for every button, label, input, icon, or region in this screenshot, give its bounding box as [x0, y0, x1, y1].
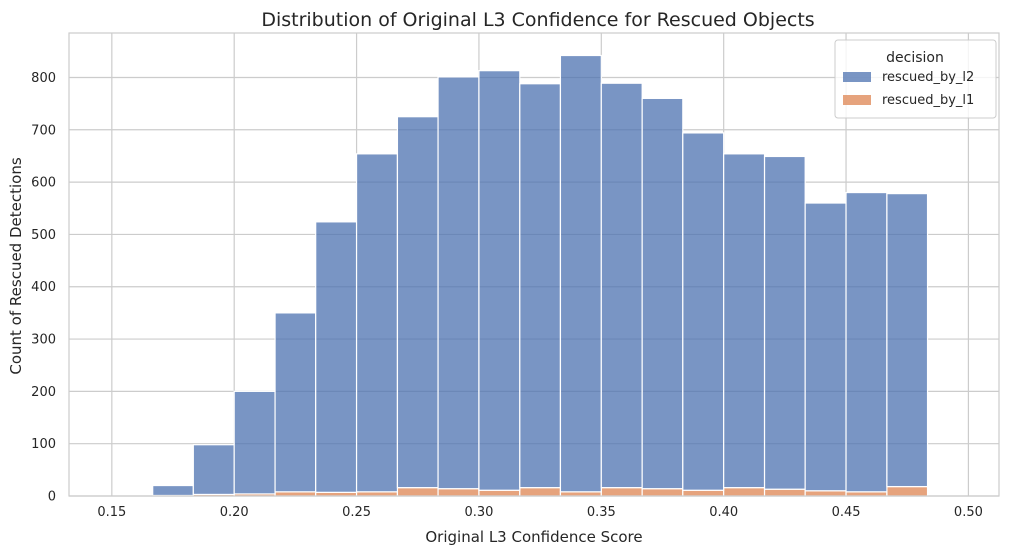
- bar-rescued-by-l2: [723, 153, 766, 489]
- bar-rescued-by-l1: [519, 487, 562, 497]
- bar-rescued-by-l2: [600, 82, 643, 489]
- bar-rescued-by-l2: [396, 116, 439, 489]
- bars: [152, 54, 929, 497]
- bar-rescued-by-l1: [274, 491, 317, 497]
- bar-rescued-by-l1: [559, 491, 602, 497]
- y-tick-label: 700: [31, 123, 56, 138]
- bar-rescued-by-l1: [641, 488, 684, 497]
- bar-rescued-by-l1: [478, 489, 521, 497]
- bar-rescued-by-l1: [682, 489, 725, 497]
- bar-rescued-by-l1: [396, 487, 439, 497]
- bar-rescued-by-l2: [355, 153, 399, 493]
- bar-rescued-by-l2: [152, 484, 194, 497]
- x-tick-label: 0.25: [342, 505, 371, 520]
- bar-rescued-by-l2: [559, 54, 602, 493]
- legend-entry-rescued-by-l2: rescued_by_l2: [882, 70, 974, 85]
- bar-rescued-by-l2: [519, 83, 562, 489]
- y-tick-labels: 0 100 200 300 400 500 600 700 800: [31, 71, 56, 505]
- y-tick-label: 300: [31, 333, 56, 348]
- bar-rescued-by-l2: [886, 193, 929, 488]
- y-tick-label: 600: [31, 176, 56, 191]
- bar-rescued-by-l1: [437, 488, 480, 497]
- y-axis-label: Count of Rescued Detections: [7, 157, 25, 374]
- bar-rescued-by-l2: [315, 221, 358, 493]
- y-tick-label: 0: [48, 490, 56, 505]
- bar-rescued-by-l2: [804, 202, 847, 492]
- bar-rescued-by-l2: [437, 76, 480, 490]
- y-tick-label: 400: [31, 280, 56, 295]
- x-tick-label: 0.35: [587, 505, 616, 520]
- y-tick-label: 800: [31, 71, 56, 86]
- y-tick-label: 200: [31, 385, 56, 400]
- bar-rescued-by-l2: [233, 390, 276, 495]
- bar-rescued-by-l1: [763, 488, 806, 497]
- bar-rescued-by-l2: [763, 155, 806, 490]
- x-tick-label: 0.15: [97, 505, 126, 520]
- bar-rescued-by-l1: [804, 490, 847, 497]
- y-tick-label: 500: [31, 228, 56, 243]
- legend-entry-rescued-by-l1: rescued_by_l1: [882, 93, 974, 108]
- legend-swatch-rescued-by-l2: [843, 72, 871, 82]
- legend-frame: [834, 39, 997, 119]
- bar-rescued-by-l1: [845, 491, 888, 497]
- bar-rescued-by-l1: [723, 487, 766, 497]
- bar-rescued-by-l1: [886, 485, 929, 497]
- bar-rescued-by-l2: [641, 97, 684, 490]
- bar-rescued-by-l1: [355, 491, 399, 497]
- axes-frame: [68, 32, 1000, 497]
- chart-title: Distribution of Original L3 Confidence f…: [261, 9, 814, 31]
- legend-title: decision: [886, 50, 944, 66]
- bar-rescued-by-l2: [192, 444, 235, 496]
- x-tick-labels: 0.15 0.20 0.25 0.30 0.35 0.40 0.45 0.50: [97, 505, 983, 520]
- bar-rescued-by-l1: [600, 487, 643, 497]
- x-tick-label: 0.40: [709, 505, 738, 520]
- x-tick-label: 0.45: [832, 505, 861, 520]
- legend-swatch-rescued-by-l1: [843, 95, 871, 105]
- y-tick-label: 100: [31, 437, 56, 452]
- x-tick-label: 0.20: [220, 505, 249, 520]
- bar-rescued-by-l2: [478, 70, 521, 491]
- legend: decision rescued_by_l2 rescued_by_l1: [834, 39, 997, 119]
- x-tick-label: 0.30: [464, 505, 493, 520]
- bar-rescued-by-l2: [274, 312, 317, 493]
- bar-rescued-by-l2: [845, 191, 888, 493]
- bar-rescued-by-l2: [682, 132, 725, 491]
- x-axis-label: Original L3 Confidence Score: [425, 528, 642, 546]
- x-tick-label: 0.50: [954, 505, 983, 520]
- plot-border: [68, 32, 1000, 497]
